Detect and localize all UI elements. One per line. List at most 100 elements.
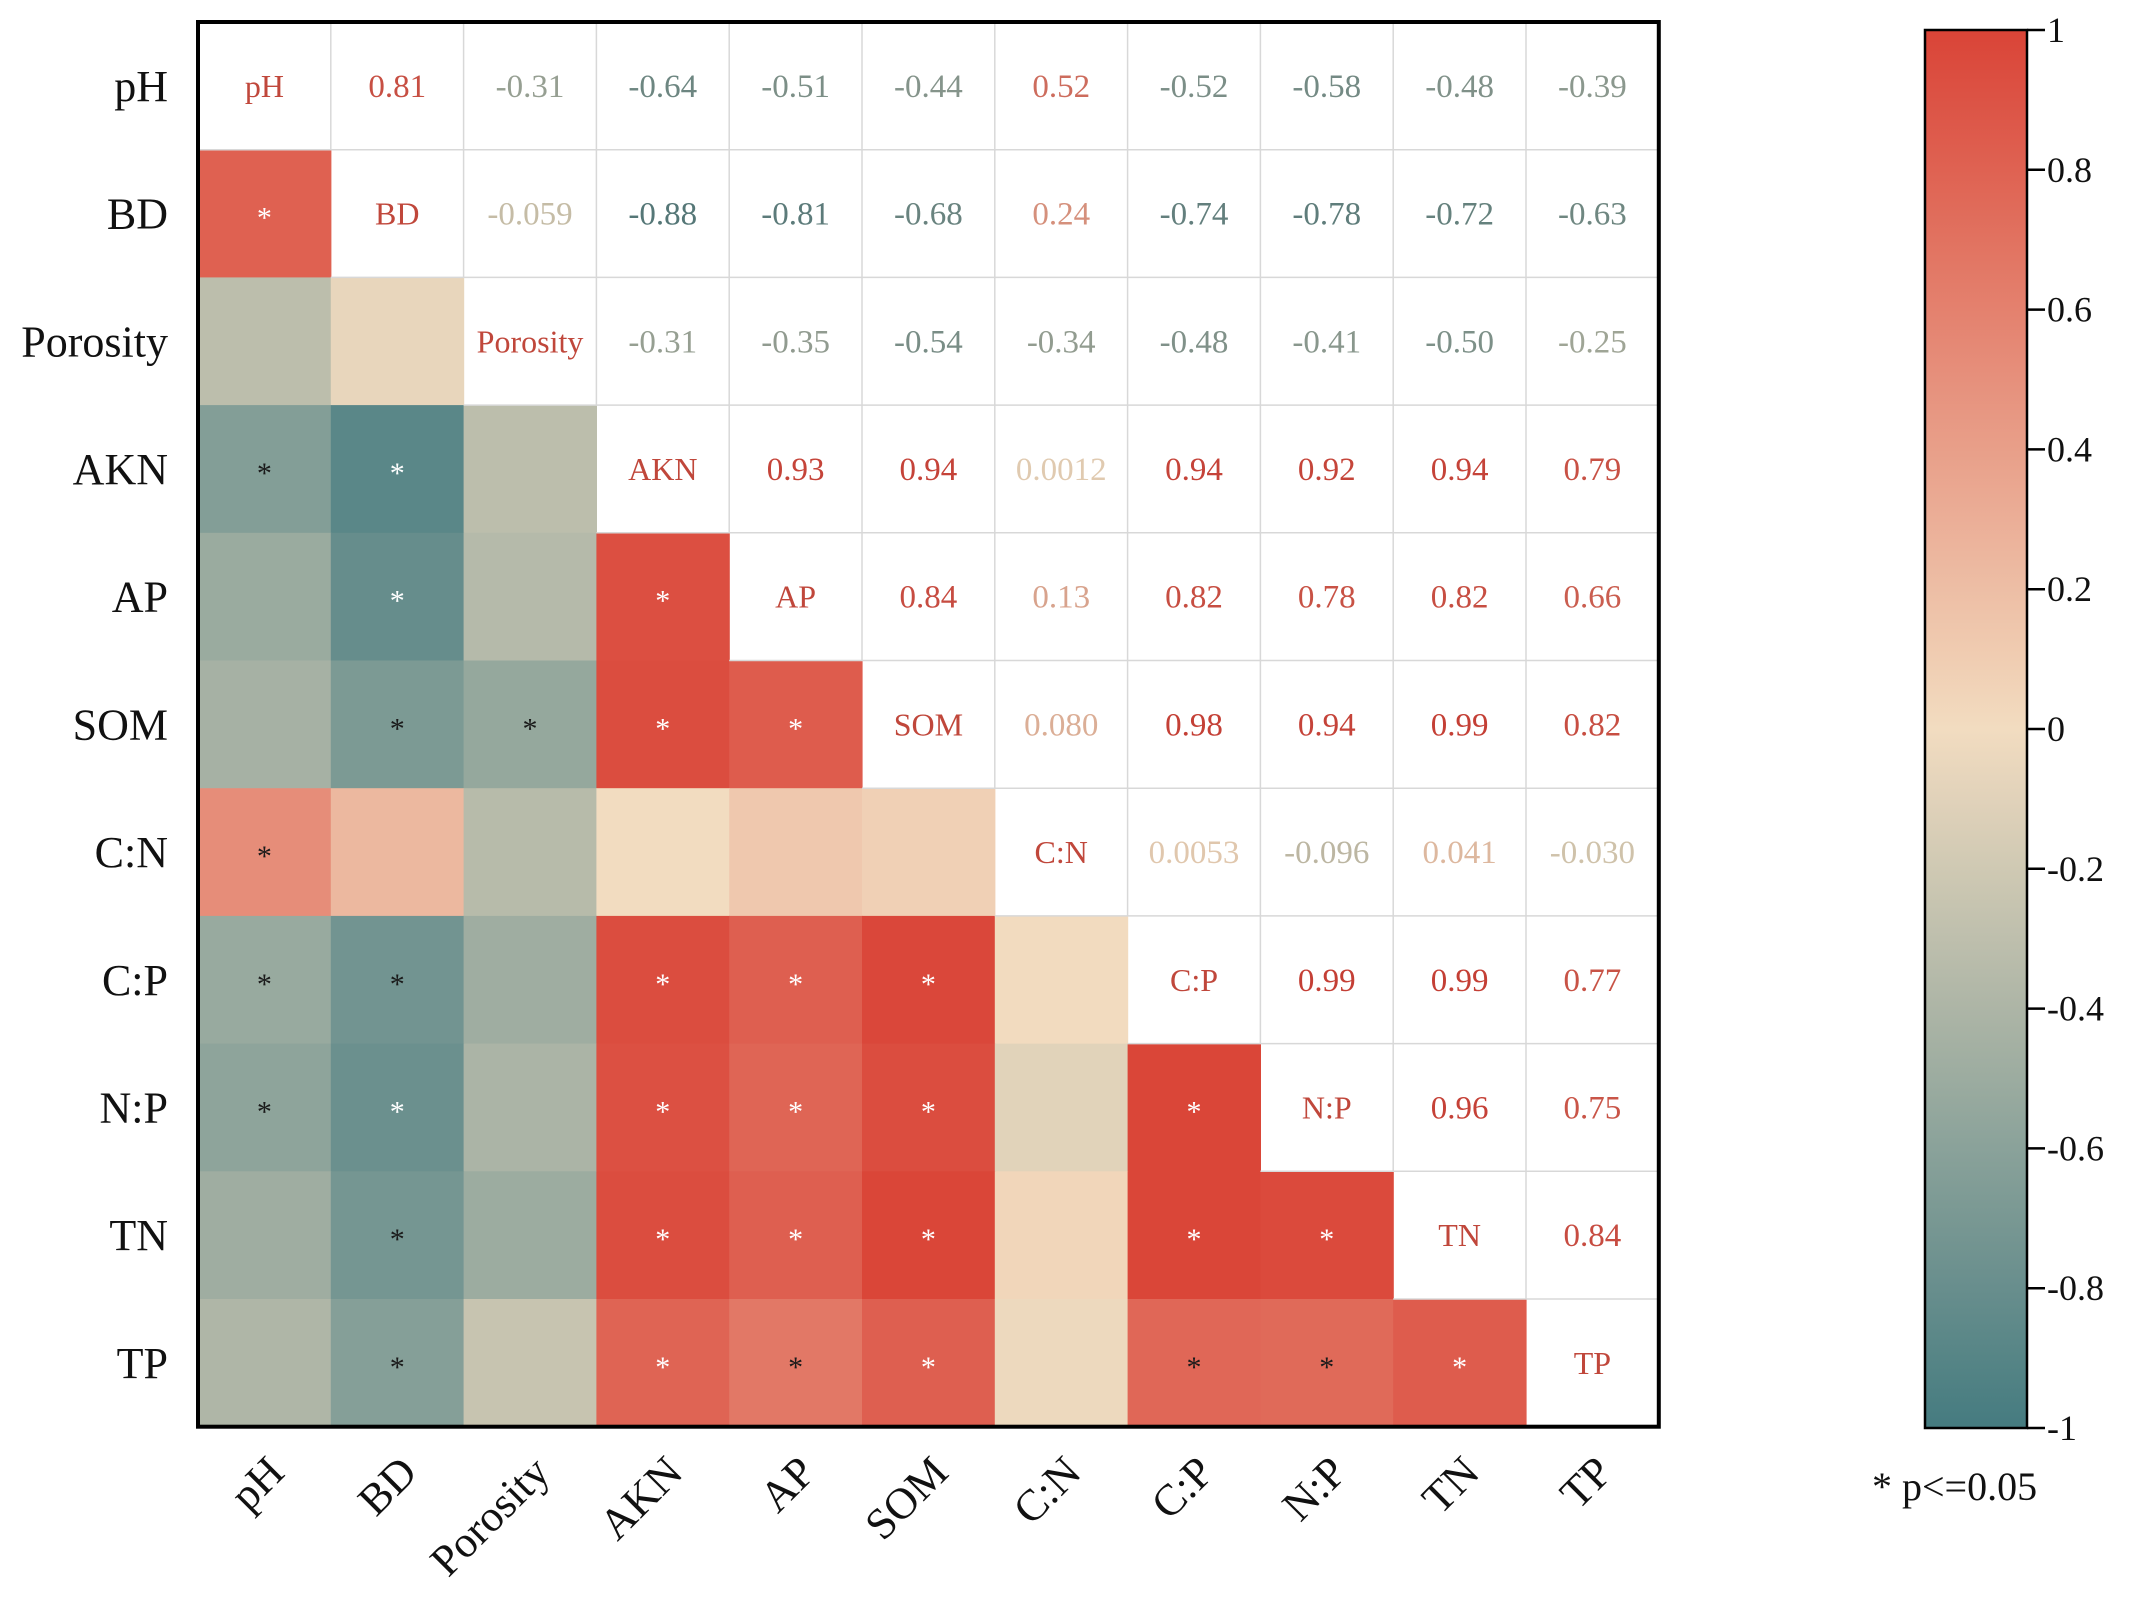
sig-star-tp-bd: *: [390, 1351, 405, 1384]
cell-n-p-ap: [729, 1043, 863, 1172]
heatmap-cells: [198, 149, 1527, 1428]
colorbar-tick-label: 0.4: [2047, 429, 2092, 469]
value-ph-porosity: -0.31: [496, 69, 565, 105]
value-ap-tn: 0.82: [1431, 580, 1489, 616]
value-ph-som: -0.44: [894, 69, 963, 105]
y-label-c-p: C:P: [102, 956, 168, 1005]
cell-c-p-bd: [330, 915, 465, 1045]
diagonal-label-tn: TN: [1438, 1217, 1481, 1253]
cell-n-p-porosity: [463, 1043, 597, 1172]
diagonal-label-ph: pH: [245, 68, 284, 104]
diagonal-label-c-p: C:P: [1170, 962, 1218, 998]
value-ph-tp: -0.39: [1558, 69, 1627, 105]
sig-star-n-p-som: *: [921, 1095, 936, 1128]
y-label-tn: TN: [109, 1211, 168, 1260]
diagonal-label-ap: AP: [775, 579, 816, 615]
value-ap-som: 0.84: [900, 580, 958, 616]
sig-star-tp-akn: *: [655, 1351, 670, 1384]
cell-som-akn: [596, 660, 730, 789]
y-label-bd: BD: [107, 190, 168, 239]
x-label-n-p: N:P: [1273, 1447, 1356, 1530]
cell-n-p-bd: [330, 1043, 465, 1172]
diagonal-label-som: SOM: [894, 706, 963, 742]
cell-c-p-porosity: [463, 915, 597, 1045]
sig-star-tp-n-p: *: [1319, 1351, 1334, 1384]
sig-star-n-p-c-p: *: [1187, 1095, 1202, 1128]
diagonal-label-n-p: N:P: [1302, 1089, 1352, 1125]
value-c-p-tn: 0.99: [1431, 963, 1489, 999]
cell-tn-bd: [330, 1171, 465, 1300]
value-bd-c-n: 0.24: [1032, 197, 1090, 233]
value-porosity-som: -0.54: [894, 324, 963, 360]
sig-star-som-porosity: *: [523, 712, 538, 745]
cell-porosity-bd: [330, 277, 465, 406]
value-bd-som: -0.68: [894, 197, 963, 233]
value-c-n-c-p: 0.0053: [1149, 835, 1240, 871]
value-porosity-tn: -0.50: [1425, 324, 1494, 360]
cell-c-p-som: [862, 915, 996, 1045]
cell-n-p-c-p: [1127, 1043, 1261, 1172]
colorbar-tick-label: 0.2: [2047, 569, 2092, 609]
sig-star-tp-c-p: *: [1187, 1351, 1202, 1384]
cell-c-p-akn: [596, 915, 730, 1045]
value-porosity-c-p: -0.48: [1160, 324, 1229, 360]
y-label-som: SOM: [73, 700, 168, 749]
sig-star-c-p-ap: *: [788, 968, 803, 1001]
cell-tp-c-p: [1127, 1299, 1261, 1428]
cell-som-ap: [729, 660, 863, 789]
diagonal-label-c-n: C:N: [1035, 834, 1088, 870]
value-akn-n-p: 0.92: [1298, 452, 1356, 488]
cell-tn-c-p: [1127, 1171, 1261, 1300]
colorbar: 1 0.8 0.6 0.4 0.2 0 -0.2 -0.4 -0.6 -0.8 -1: [1923, 10, 2104, 1448]
value-ph-n-p: -0.58: [1292, 69, 1361, 105]
value-tn-tp: 0.84: [1564, 1218, 1622, 1254]
value-akn-tn: 0.94: [1431, 452, 1489, 488]
x-label-porosity: Porosity: [421, 1447, 559, 1585]
value-bd-akn: -0.88: [628, 197, 697, 233]
sig-star-c-p-bd: *: [390, 968, 405, 1001]
value-ph-c-p: -0.52: [1160, 69, 1229, 105]
cell-tp-n-p: [1260, 1299, 1394, 1428]
diagonal-label-akn: AKN: [628, 451, 697, 487]
value-c-p-n-p: 0.99: [1298, 963, 1356, 999]
value-c-n-tn: 0.041: [1422, 835, 1496, 871]
y-label-ph: pH: [114, 62, 168, 111]
cell-tn-n-p: [1260, 1171, 1394, 1300]
cell-c-n-ph: [198, 788, 332, 917]
cell-akn-porosity: [463, 405, 597, 534]
value-ap-tp: 0.66: [1564, 580, 1622, 616]
colorbar-tick-label: -0.4: [2047, 989, 2104, 1029]
value-porosity-tp: -0.25: [1558, 324, 1627, 360]
value-akn-ap: 0.93: [767, 452, 825, 488]
sig-star-tn-akn: *: [655, 1223, 670, 1256]
value-porosity-n-p: -0.41: [1292, 324, 1361, 360]
cell-tp-c-n: [994, 1299, 1129, 1428]
sig-star-c-p-akn: *: [655, 968, 670, 1001]
cell-bd-ph: [198, 149, 332, 278]
cell-c-n-porosity: [463, 788, 597, 917]
sig-star-tn-som: *: [921, 1223, 936, 1256]
sig-star-bd-ph: *: [257, 202, 272, 235]
cell-ap-porosity: [463, 532, 597, 662]
cell-akn-ph: [198, 405, 332, 534]
x-label-ph: pH: [221, 1447, 294, 1520]
sig-star-akn-ph: *: [257, 457, 272, 490]
sig-star-tp-ap: *: [788, 1351, 803, 1384]
value-n-p-tn: 0.96: [1431, 1090, 1489, 1126]
x-label-akn: AKN: [590, 1447, 692, 1549]
sig-star-ap-bd: *: [390, 585, 405, 618]
value-som-tn: 0.99: [1431, 707, 1489, 743]
diagonal-label-bd: BD: [375, 196, 419, 232]
value-ph-ap: -0.51: [761, 69, 830, 105]
x-label-bd: BD: [348, 1447, 426, 1525]
plot-frame: [196, 20, 1661, 1429]
cell-c-p-c-n: [994, 915, 1129, 1045]
sig-star-tp-tn: *: [1452, 1351, 1467, 1384]
cell-tp-porosity: [463, 1299, 597, 1428]
cell-c-p-ph: [198, 915, 332, 1045]
value-ph-c-n: 0.52: [1032, 69, 1090, 105]
value-akn-som: 0.94: [900, 452, 958, 488]
colorbar-gradient: [1923, 28, 2029, 1430]
cell-n-p-c-n: [994, 1043, 1129, 1172]
